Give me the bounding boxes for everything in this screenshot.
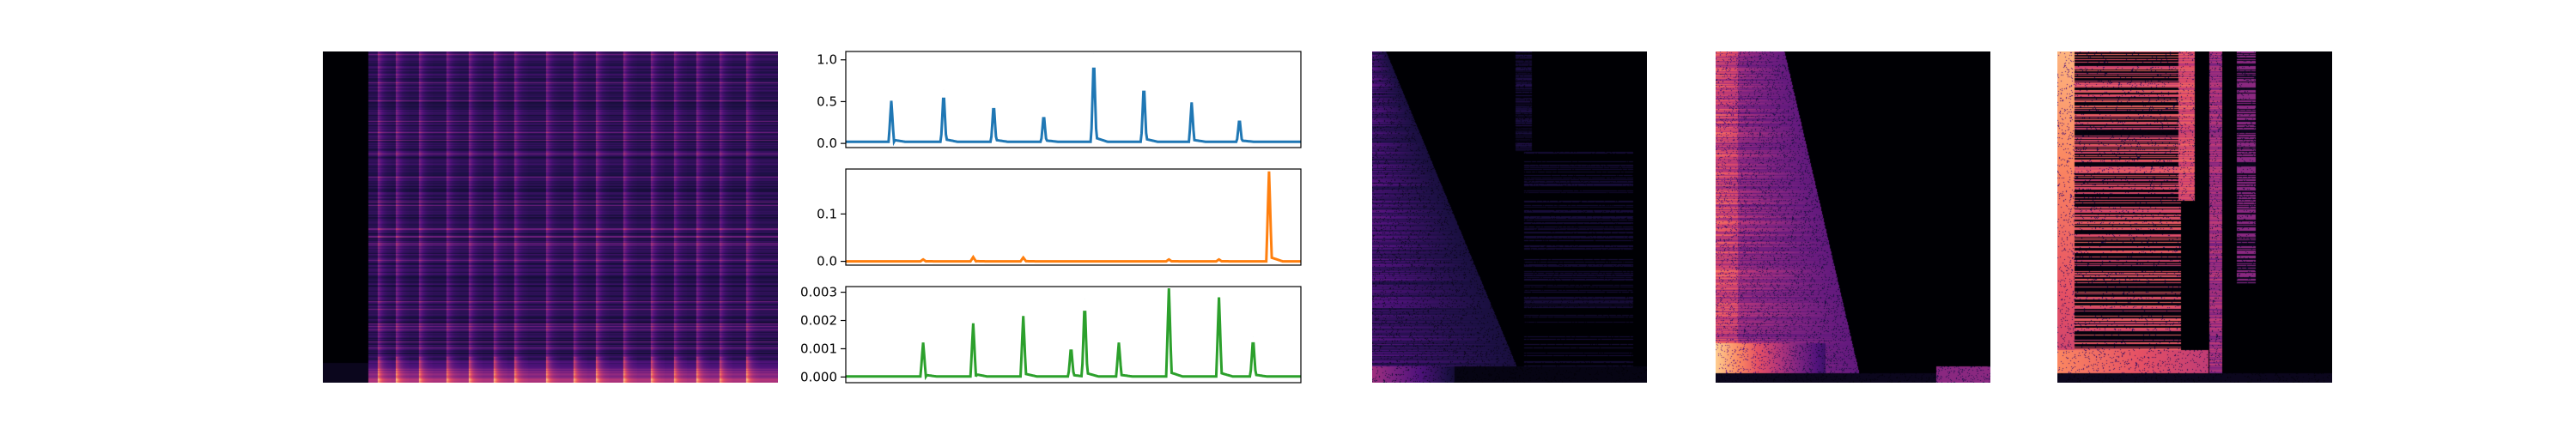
feature-map-1-panel: [1372, 51, 1647, 383]
feature-map-3-panel: [2057, 51, 2332, 383]
envelope-1-ytick-label-1: 0.5: [817, 94, 837, 109]
envelope-3-ytick-label-1: 0.001: [800, 341, 837, 356]
feature-map-1-heatmap: [1372, 51, 1647, 383]
envelope-1-line: [846, 67, 1301, 147]
envelope-2-ytick-label-0: 0.0: [817, 254, 837, 269]
envelope-2-axes-frame: [845, 168, 1302, 266]
envelope-2-ytick-label-1: 0.1: [817, 206, 837, 221]
envelope-1-axes-frame: [845, 51, 1302, 148]
feature-map-3-heatmap: [2057, 51, 2332, 383]
envelope-2-line: [846, 171, 1301, 263]
envelope-3-ytick-label-3: 0.003: [800, 285, 837, 300]
envelope-1-chart: 0.0 0.5 1.0: [817, 51, 1302, 151]
spectrogram-panel: [323, 51, 778, 383]
envelope-3-chart: 0.000 0.001 0.002 0.003: [800, 285, 1302, 384]
spectrogram-heatmap: [323, 51, 778, 383]
envelope-3-ytick-label-0: 0.000: [800, 369, 837, 384]
envelope-3-ytick-label-2: 0.002: [800, 313, 837, 329]
envelope-1-ytick-label-2: 1.0: [817, 52, 837, 68]
feature-map-2-panel: [1716, 51, 1990, 383]
envelope-1-ytick-label-0: 0.0: [817, 136, 837, 151]
envelope-3-line: [846, 287, 1301, 381]
envelope-3-axes-frame: [845, 286, 1302, 384]
feature-map-2-heatmap: [1716, 51, 1990, 383]
envelope-2-chart: 0.0 0.1: [817, 168, 1302, 269]
